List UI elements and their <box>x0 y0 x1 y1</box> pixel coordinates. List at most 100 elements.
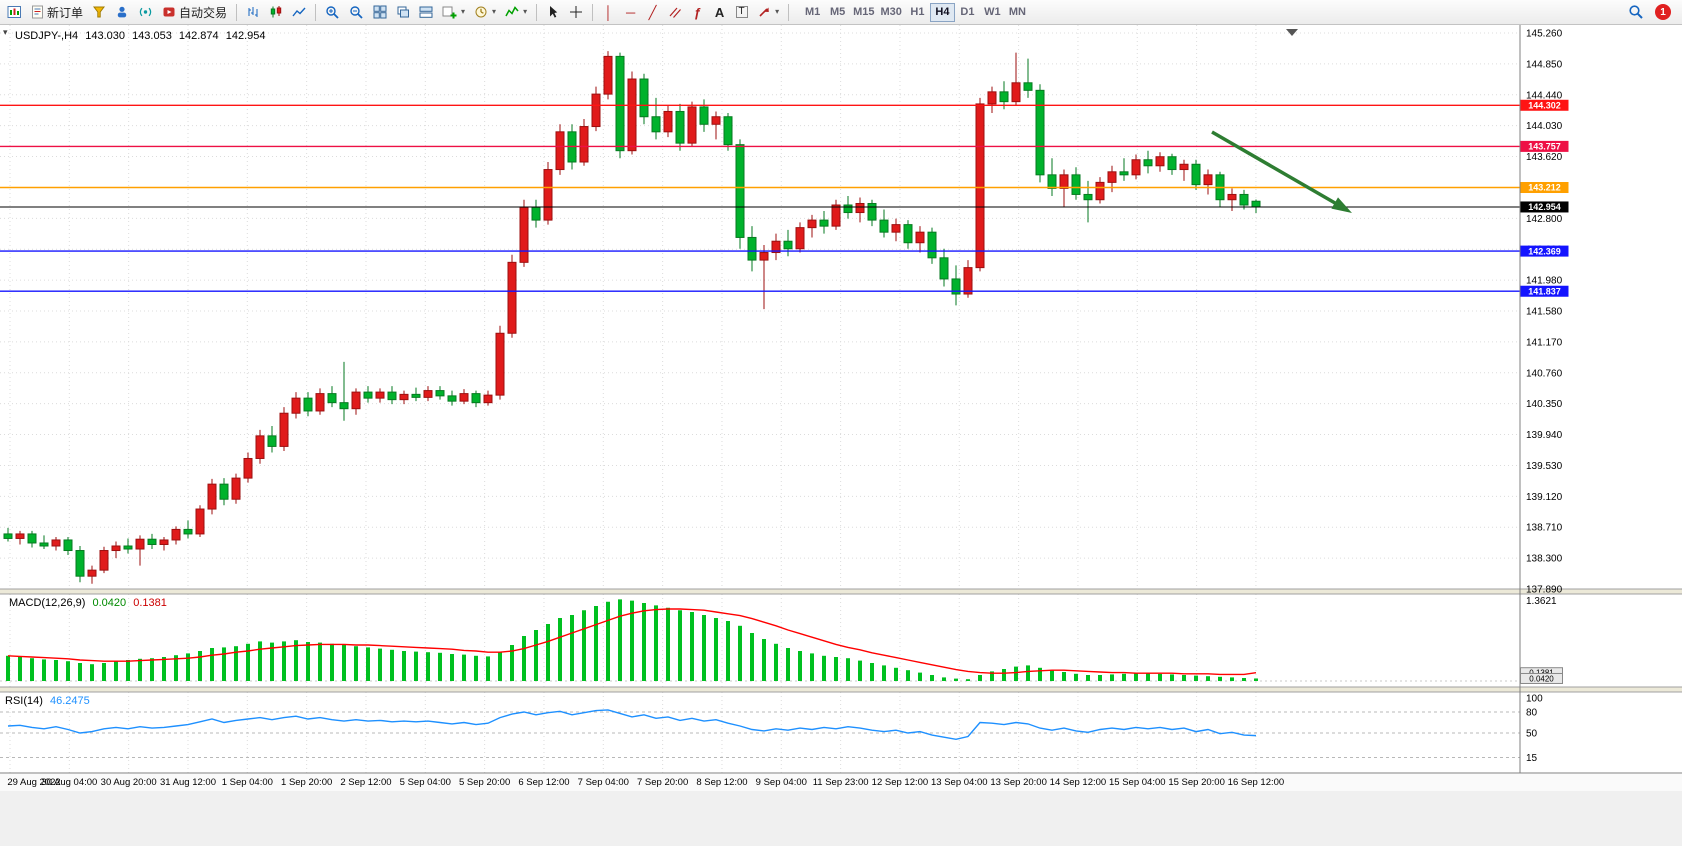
cascade-windows-icon <box>397 6 410 18</box>
timeframe-button-mn[interactable]: MN <box>1005 3 1030 22</box>
toolbar-separator <box>315 3 317 21</box>
svg-text:139.120: 139.120 <box>1526 492 1563 503</box>
timeframe-button-m30[interactable]: M30 <box>878 3 905 22</box>
text-button[interactable]: A <box>709 2 730 23</box>
panel-splitter[interactable] <box>0 686 1682 693</box>
cascade-windows-button[interactable] <box>392 2 414 23</box>
svg-text:5 Sep 04:00: 5 Sep 04:00 <box>400 777 451 788</box>
svg-text:144.850: 144.850 <box>1526 59 1563 70</box>
svg-text:7 Sep 04:00: 7 Sep 04:00 <box>578 777 629 788</box>
arrow-tools-button[interactable]: ▾ <box>753 2 783 23</box>
new-order-button[interactable]: 新订单 <box>27 2 87 23</box>
macd-name: MACD(12,26,9) <box>9 597 86 609</box>
fibonacci-button[interactable]: ƒ <box>687 2 708 23</box>
svg-text:29 Aug 2022: 29 Aug 2022 <box>7 777 60 788</box>
cursor-button[interactable] <box>542 2 564 23</box>
rsi-panel <box>0 709 1520 758</box>
arrange-windows-icon <box>419 6 433 18</box>
tile-windows-icon <box>373 5 387 19</box>
svg-text:30 Aug 20:00: 30 Aug 20:00 <box>101 777 157 788</box>
svg-text:8 Sep 12:00: 8 Sep 12:00 <box>696 777 747 788</box>
symbol-period-label: USDJPY-,H4 <box>15 30 79 42</box>
line-chart-button[interactable] <box>288 2 310 23</box>
auto-trading-button[interactable]: 自动交易 <box>158 2 231 23</box>
crosshair-button[interactable] <box>565 2 587 23</box>
panel-splitter[interactable] <box>0 588 1682 595</box>
macd-main-value: 0.0420 <box>92 597 127 609</box>
svg-text:140.760: 140.760 <box>1526 368 1563 379</box>
timeframe-button-m5[interactable]: M5 <box>825 3 850 22</box>
timeframe-button-m1[interactable]: M1 <box>800 3 825 22</box>
profiles-button[interactable] <box>111 2 133 23</box>
rsi-label: RSI(14) 46.2475 <box>5 695 94 707</box>
chart-shift-marker[interactable] <box>1286 29 1298 36</box>
candlestick-chart-button[interactable] <box>265 2 287 23</box>
svg-text:30 Aug 04:00: 30 Aug 04:00 <box>41 777 97 788</box>
notification-badge[interactable]: 1 <box>1655 4 1671 20</box>
signals-button[interactable] <box>134 2 157 23</box>
label-button[interactable]: T <box>731 2 752 23</box>
price-tag: 143.212 <box>1520 182 1569 194</box>
zoom-in-button[interactable] <box>321 2 344 23</box>
arrow-tools-icon <box>759 7 769 17</box>
macd-signal-value: 0.1381 <box>133 597 167 609</box>
arrange-windows-button[interactable] <box>415 2 437 23</box>
fibonacci-icon: ƒ <box>693 4 702 20</box>
toolbar: 新订单 自动交易 <box>0 0 1682 25</box>
chart-period-button[interactable]: ▾ <box>470 2 500 23</box>
svg-text:137.890: 137.890 <box>1526 585 1563 596</box>
rsi-axis[interactable]: 100 80 50 15 <box>1526 694 1543 765</box>
auto-trading-icon <box>163 7 175 17</box>
indicators-button[interactable]: ▾ <box>501 2 531 23</box>
macd-signal-line <box>7 608 1257 676</box>
svg-text:138.300: 138.300 <box>1526 554 1563 565</box>
svg-text:142.800: 142.800 <box>1526 214 1563 225</box>
timeframe-button-w1[interactable]: W1 <box>980 3 1005 22</box>
profiles-icon <box>117 6 127 18</box>
svg-text:141.170: 141.170 <box>1526 337 1563 348</box>
chart-canvas[interactable]: 145.260 144.850 144.440 144.030 143.620 143.2… <box>0 25 1682 791</box>
text-icon: A <box>714 4 725 20</box>
horizontal-line-icon: ─ <box>625 4 636 20</box>
cursor-icon <box>550 6 558 18</box>
zoom-out-button[interactable] <box>345 2 368 23</box>
svg-text:141.580: 141.580 <box>1526 307 1563 318</box>
trendline-button[interactable]: ╱ <box>642 2 663 23</box>
chevron-down-icon: ▾ <box>461 7 466 16</box>
svg-text:141.980: 141.980 <box>1526 276 1563 287</box>
timeframe-button-h1[interactable]: H1 <box>905 3 930 22</box>
vertical-line-icon: │ <box>604 4 613 20</box>
macd-axis[interactable]: 1.3621 <box>1526 596 1557 607</box>
vertical-line-button[interactable]: │ <box>598 2 619 23</box>
svg-text:50: 50 <box>1526 729 1538 740</box>
timeframe-button-d1[interactable]: D1 <box>955 3 980 22</box>
indicator-value-tag: 0.0420 <box>1520 672 1563 684</box>
timeframe-button-m15[interactable]: M15 <box>850 3 877 22</box>
bar-chart-button[interactable] <box>242 2 264 23</box>
price-axis[interactable]: 145.260 144.850 144.440 144.030 143.620 143.2… <box>1519 25 1563 773</box>
chart-window[interactable]: ▾ USDJPY-,H4 143.030 143.053 142.874 142… <box>0 25 1682 791</box>
one-click-trading-toggle[interactable]: ▾ <box>3 27 8 37</box>
new-order-icon <box>32 5 43 19</box>
price-level-lines[interactable] <box>0 104 1520 292</box>
add-chart-button[interactable]: ▾ <box>438 2 469 23</box>
market-watch-button[interactable] <box>88 2 110 23</box>
new-chart-icon <box>7 5 21 18</box>
svg-text:140.350: 140.350 <box>1526 399 1563 410</box>
indicators-icon <box>505 6 519 17</box>
zoom-in-icon <box>326 5 339 19</box>
svg-text:13 Sep 20:00: 13 Sep 20:00 <box>990 777 1047 788</box>
tile-windows-button[interactable] <box>369 2 391 23</box>
channel-button[interactable] <box>664 2 686 23</box>
svg-text:31 Aug 12:00: 31 Aug 12:00 <box>160 777 216 788</box>
new-chart-button[interactable] <box>3 2 26 23</box>
toolbar-separator <box>592 3 594 21</box>
svg-text:143.757: 143.757 <box>1528 142 1561 152</box>
trend-arrow-annotation[interactable] <box>1211 130 1352 213</box>
search-button[interactable] <box>1624 2 1648 23</box>
timeframe-button-h4[interactable]: H4 <box>929 2 955 22</box>
rsi-value: 46.2475 <box>49 695 90 707</box>
search-icon <box>1629 5 1643 19</box>
horizontal-line-button[interactable]: ─ <box>620 2 641 23</box>
